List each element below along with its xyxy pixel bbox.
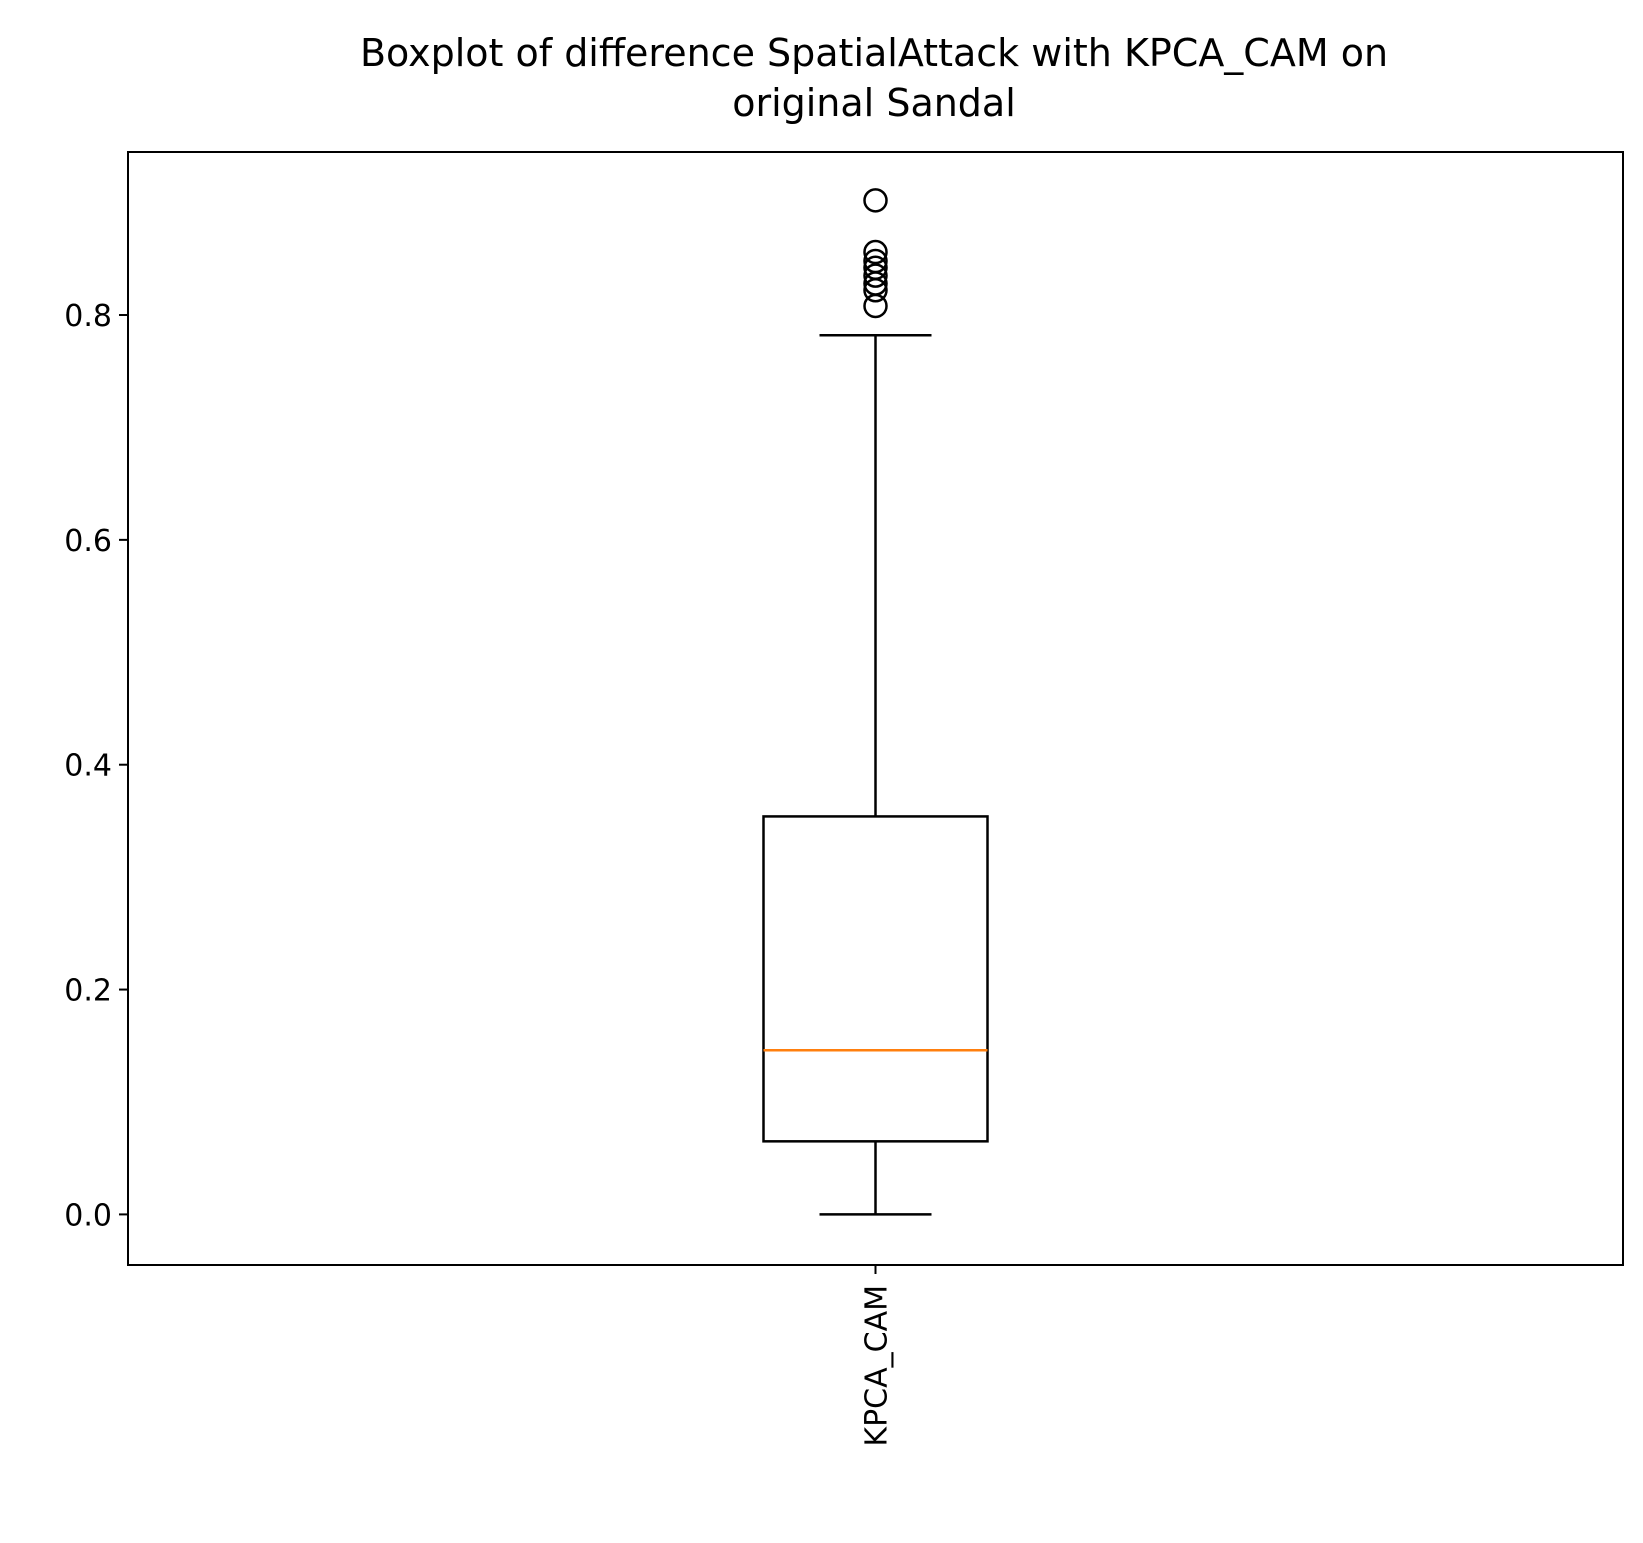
plot-marks (762, 188, 989, 1216)
y-tick-label: 0.6 (64, 524, 112, 559)
chart-title-line-2: original Sandal (732, 81, 1016, 125)
x-axis: KPCA_CAM (860, 1265, 895, 1447)
outlier-point (863, 255, 888, 281)
y-tick-label: 0.4 (64, 749, 112, 784)
outlier-point (863, 248, 888, 274)
outlier-point (863, 239, 888, 265)
outlier-point (863, 188, 888, 213)
y-tick-label: 0.8 (64, 299, 112, 334)
chart-title-line-1: Boxplot of difference SpatialAttack with… (360, 31, 1388, 75)
axes-frame (127, 151, 1624, 1266)
y-axis: 0.0 0.2 0.4 0.6 0.8 (64, 299, 128, 1233)
iqr-box (762, 815, 989, 1143)
y-tick-label: 0.0 (64, 1198, 112, 1233)
y-tick-label: 0.2 (64, 974, 112, 1009)
outlier-point (863, 263, 888, 288)
x-tick-label: KPCA_CAM (860, 1285, 895, 1447)
